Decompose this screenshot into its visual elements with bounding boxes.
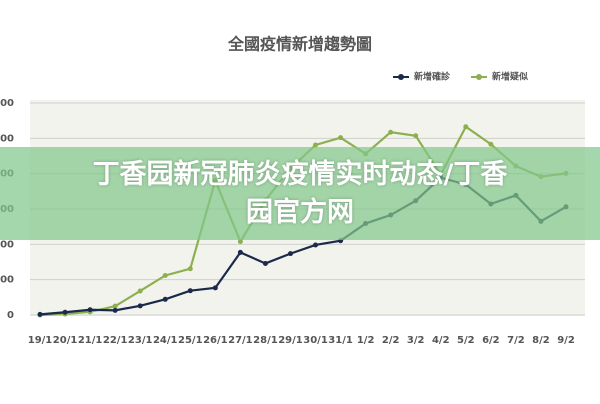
x-tick-label: 2/2: [382, 335, 400, 346]
point: [413, 133, 419, 139]
point: [313, 242, 319, 248]
x-tick-label: 30/1: [303, 335, 328, 346]
point: [313, 142, 319, 148]
point: [187, 288, 193, 294]
x-tick-label: 8/2: [532, 335, 550, 346]
point: [62, 309, 68, 315]
chart-title: 全國疫情新增趨勢圖: [227, 35, 372, 54]
x-tick-label: 1/2: [357, 335, 375, 346]
x-tick-label: 20/1: [53, 335, 78, 346]
point: [237, 239, 243, 245]
point: [112, 303, 118, 309]
x-tick-label: 21/1: [78, 335, 103, 346]
point: [137, 303, 143, 309]
point: [87, 307, 93, 313]
x-tick-label: 7/2: [507, 335, 525, 346]
y-tick-label: 2000: [0, 239, 14, 250]
x-tick-label: 29/1: [278, 335, 303, 346]
point: [488, 141, 494, 147]
point: [187, 266, 193, 272]
point: [388, 129, 394, 135]
point: [338, 135, 344, 141]
y-tick-label: 1000: [0, 275, 14, 286]
x-tick-label: 25/1: [178, 335, 203, 346]
legend-marker: [398, 74, 404, 80]
x-tick-label: 6/2: [482, 335, 500, 346]
x-tick-label: 31/1: [328, 335, 353, 346]
x-tick-label: 27/1: [228, 335, 253, 346]
point: [37, 311, 43, 317]
point: [212, 285, 218, 291]
x-tick-label: 23/1: [128, 335, 153, 346]
x-tick-label: 19/1: [28, 335, 53, 346]
y-tick-label: 6000: [0, 98, 14, 109]
point: [112, 307, 118, 313]
point: [287, 251, 293, 257]
legend-label: 新增確診: [414, 71, 451, 83]
x-tick-label: 24/1: [153, 335, 178, 346]
point: [162, 296, 168, 302]
x-tick-label: 9/2: [557, 335, 575, 346]
point: [237, 249, 243, 255]
legend-label: 新增疑似: [492, 71, 528, 83]
x-tick-label: 5/2: [457, 335, 475, 346]
point: [463, 124, 469, 130]
x-tick-label: 26/1: [203, 335, 228, 346]
point: [262, 260, 268, 266]
x-tick-label: 22/1: [103, 335, 128, 346]
y-tick-label: 5000: [0, 133, 14, 144]
y-tick-label: 0: [7, 310, 14, 321]
point: [162, 272, 168, 278]
x-tick-label: 28/1: [253, 335, 278, 346]
banner-text: 丁香园新冠肺炎疫情实时动态/丁香园官方网: [92, 158, 508, 228]
x-tick-label: 3/2: [407, 335, 425, 346]
x-tick-label: 4/2: [432, 335, 450, 346]
point: [137, 288, 143, 294]
legend-marker: [476, 74, 482, 80]
banner: 丁香园新冠肺炎疫情实时动态/丁香园官方网: [0, 147, 600, 240]
